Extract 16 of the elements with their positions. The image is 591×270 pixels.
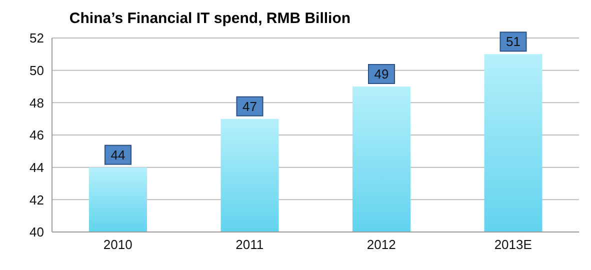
y-tick-label: 44	[30, 160, 44, 175]
x-tick-label: 2010	[103, 237, 132, 252]
x-tick-label: 2011	[236, 237, 264, 252]
data-label: 49	[374, 66, 389, 82]
x-tick-label: 2013E	[494, 237, 532, 252]
data-label: 47	[242, 98, 257, 114]
data-label: 51	[506, 34, 520, 50]
y-tick-label: 48	[30, 95, 44, 110]
y-tick-label: 42	[30, 192, 44, 208]
y-tick-label: 46	[30, 128, 44, 143]
chart-title: China’s Financial IT spend, RMB Billion	[68, 10, 352, 27]
y-tick-label: 50	[30, 62, 44, 78]
y-tick-label: 52	[30, 30, 44, 46]
data-label: 44	[110, 147, 126, 162]
x-tick-label: 2012	[366, 237, 396, 252]
y-tick-label: 40	[30, 224, 44, 240]
